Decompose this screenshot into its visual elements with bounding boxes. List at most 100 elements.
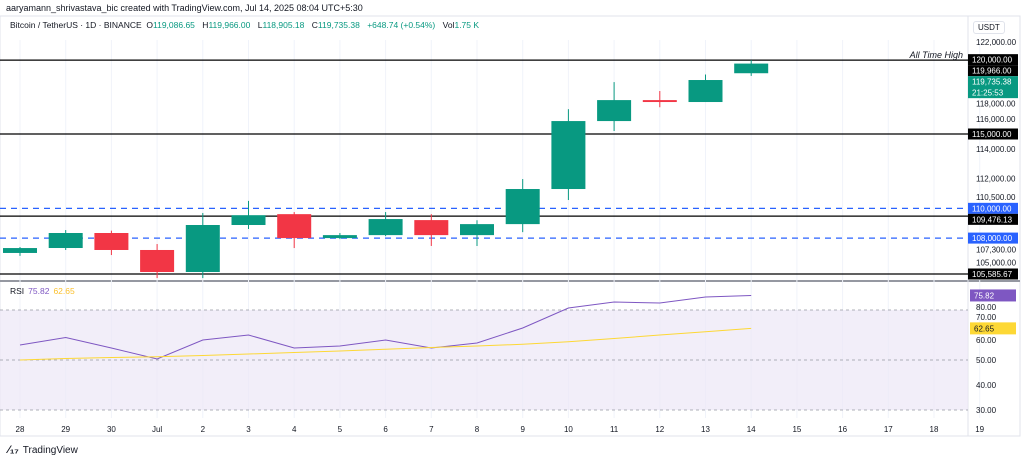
date-tick-label: 19 <box>975 425 984 434</box>
candle-body <box>551 121 586 190</box>
price-label-badge <box>968 268 1018 280</box>
all-time-high-annotation: All Time High <box>909 50 963 60</box>
date-tick-label: 13 <box>701 425 710 434</box>
price-label-badge <box>968 76 1018 99</box>
date-tick-label: 10 <box>564 425 573 434</box>
rsi-axis-tick: 70.00 <box>976 313 997 322</box>
candle-body <box>94 233 129 250</box>
price-label: 115,000.00 <box>972 130 1012 139</box>
date-tick-label: Jul <box>152 425 162 434</box>
rsi-label[interactable]: RSI <box>10 286 25 296</box>
date-tick-label: 5 <box>338 425 343 434</box>
rsi-axis-tick: 40.00 <box>976 381 997 390</box>
price-label: 109,476.13 <box>972 215 1013 224</box>
rsi-ma-value-badge <box>970 322 1016 335</box>
candle-body <box>734 63 769 74</box>
price-axis-tick: 114,000.00 <box>976 145 1016 154</box>
low-label: L <box>257 20 263 30</box>
candle-body <box>277 214 312 239</box>
date-tick-label: 17 <box>884 425 893 434</box>
date-tick-label: 28 <box>16 425 25 434</box>
price-label-badge <box>968 128 1018 140</box>
date-tick-label: 2 <box>201 425 206 434</box>
candle-body <box>597 100 632 122</box>
currency-button[interactable]: USDT <box>973 21 1005 34</box>
date-tick-label: 7 <box>429 425 434 434</box>
candle-body <box>140 249 175 272</box>
date-tick-label: 3 <box>246 425 251 434</box>
candle-body <box>460 224 494 236</box>
date-tick-label: 16 <box>838 425 847 434</box>
rsi-line <box>19 294 752 360</box>
price-label: 120,000.00 <box>972 56 1013 65</box>
price-label: 110,000.00 <box>972 204 1012 213</box>
candle-body <box>414 220 449 236</box>
price-label-badge <box>968 213 1018 225</box>
date-tick-label: 30 <box>107 425 116 434</box>
date-tick-label: 15 <box>792 425 801 434</box>
price-axis-tick: 107,300.00 <box>976 245 1017 254</box>
symbol-name[interactable]: Bitcoin / TetherUS · 1D · BINANCE <box>10 20 142 30</box>
change-value: +648.74 (+0.54%) <box>367 20 436 30</box>
price-axis-tick: 122,000.00 <box>976 38 1017 47</box>
price-axis-tick: 105,000.00 <box>976 259 1017 268</box>
date-tick-label: 4 <box>292 425 297 434</box>
price-label: 105,585.67 <box>972 270 1013 279</box>
candle-body <box>505 189 540 225</box>
candle-body <box>48 233 83 249</box>
close-label: C <box>311 20 318 30</box>
volume-value: 1.75 K <box>454 20 480 30</box>
price-label: 119,735.38 <box>972 78 1012 87</box>
candle-body <box>185 225 220 272</box>
price-label-badge <box>968 202 1018 214</box>
rsi-ma-value-label: 62.65 <box>974 324 995 333</box>
open-value: 119,086.65 <box>153 20 195 30</box>
rsi-axis-tick: 80.00 <box>976 303 997 312</box>
date-tick-label: 6 <box>383 425 388 434</box>
date-tick-label: 29 <box>61 425 70 434</box>
symbol-legend: Bitcoin / TetherUS · 1D · BINANCE O119,0… <box>10 20 484 30</box>
rsi-axis-tick: 50.00 <box>976 356 997 365</box>
rsi-ma-line <box>19 327 752 361</box>
date-tick-label: 8 <box>475 425 480 434</box>
candle-body <box>231 215 266 226</box>
low-value: 118,905.18 <box>262 20 305 30</box>
footer-brand: ⁄₁₇ TradingView <box>8 444 78 456</box>
brand-name: TradingView <box>22 444 78 456</box>
date-tick-label: 11 <box>610 425 619 434</box>
bar-countdown: 21:25:53 <box>972 89 1004 98</box>
high-label: H <box>202 20 209 30</box>
rsi-legend: RSI 75.82 62.65 <box>10 286 75 296</box>
candle-body <box>642 100 677 103</box>
price-label-badge <box>968 232 1018 244</box>
date-tick-label: 18 <box>930 425 939 434</box>
open-label: O <box>146 20 153 30</box>
rsi-ma-legend-value: 62.65 <box>53 286 75 296</box>
price-label: 119,966.00 <box>972 67 1012 76</box>
price-axis-tick: 118,000.00 <box>976 99 1016 108</box>
price-label-badge <box>968 54 1018 66</box>
rsi-value-badge <box>970 289 1016 302</box>
high-value: 119,966.00 <box>208 20 251 30</box>
price-axis-tick: 116,000.00 <box>976 115 1016 124</box>
candle-body <box>368 219 403 236</box>
price-axis-tick: 110,500.00 <box>976 193 1016 202</box>
volume-label: Vol <box>442 20 455 30</box>
rsi-value-label: 75.82 <box>974 291 995 300</box>
date-tick-label: 9 <box>520 425 525 434</box>
chart-frame <box>0 15 1021 437</box>
price-axis-tick: 112,000.00 <box>976 175 1016 184</box>
rsi-axis-tick: 60.00 <box>976 336 997 345</box>
candle-body <box>688 80 723 103</box>
rsi-legend-value: 75.82 <box>28 286 50 296</box>
date-tick-label: 12 <box>655 425 664 434</box>
tradingview-logo-icon: ⁄₁₇ <box>8 444 19 456</box>
date-tick-label: 14 <box>747 425 756 434</box>
price-label: 108,000.00 <box>972 234 1013 243</box>
candle-body <box>322 235 357 239</box>
candle-body <box>3 248 37 253</box>
credit-line: aaryamann_shrivastava_bic created with T… <box>6 3 363 13</box>
close-value: 119,735.38 <box>317 20 360 30</box>
